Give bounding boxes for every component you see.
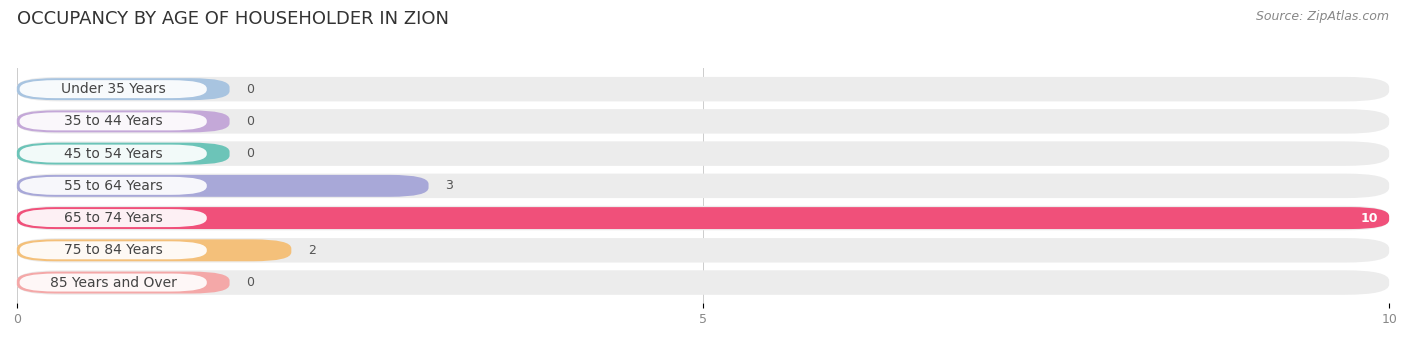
Text: 75 to 84 Years: 75 to 84 Years bbox=[63, 243, 163, 257]
FancyBboxPatch shape bbox=[17, 142, 1389, 166]
Text: 85 Years and Over: 85 Years and Over bbox=[49, 276, 177, 290]
Text: 0: 0 bbox=[246, 276, 254, 289]
FancyBboxPatch shape bbox=[17, 175, 429, 197]
FancyBboxPatch shape bbox=[20, 209, 207, 227]
FancyBboxPatch shape bbox=[17, 110, 229, 132]
FancyBboxPatch shape bbox=[20, 177, 207, 195]
Text: 3: 3 bbox=[446, 179, 453, 192]
Text: 55 to 64 Years: 55 to 64 Years bbox=[63, 179, 163, 193]
FancyBboxPatch shape bbox=[17, 239, 291, 261]
FancyBboxPatch shape bbox=[20, 145, 207, 163]
Text: Source: ZipAtlas.com: Source: ZipAtlas.com bbox=[1256, 10, 1389, 23]
FancyBboxPatch shape bbox=[17, 271, 229, 294]
FancyBboxPatch shape bbox=[17, 78, 229, 100]
Text: 45 to 54 Years: 45 to 54 Years bbox=[63, 147, 163, 161]
FancyBboxPatch shape bbox=[20, 80, 207, 98]
FancyBboxPatch shape bbox=[17, 77, 1389, 101]
FancyBboxPatch shape bbox=[17, 174, 1389, 198]
FancyBboxPatch shape bbox=[17, 143, 229, 165]
Text: 0: 0 bbox=[246, 147, 254, 160]
Text: 35 to 44 Years: 35 to 44 Years bbox=[63, 114, 163, 128]
FancyBboxPatch shape bbox=[20, 113, 207, 130]
FancyBboxPatch shape bbox=[17, 206, 1389, 230]
Text: 10: 10 bbox=[1361, 211, 1378, 225]
Text: 65 to 74 Years: 65 to 74 Years bbox=[63, 211, 163, 225]
Text: 0: 0 bbox=[246, 115, 254, 128]
FancyBboxPatch shape bbox=[17, 109, 1389, 134]
FancyBboxPatch shape bbox=[20, 241, 207, 259]
FancyBboxPatch shape bbox=[17, 238, 1389, 263]
Text: 2: 2 bbox=[308, 244, 316, 257]
Text: Under 35 Years: Under 35 Years bbox=[60, 82, 166, 96]
FancyBboxPatch shape bbox=[17, 270, 1389, 295]
FancyBboxPatch shape bbox=[20, 273, 207, 292]
Text: OCCUPANCY BY AGE OF HOUSEHOLDER IN ZION: OCCUPANCY BY AGE OF HOUSEHOLDER IN ZION bbox=[17, 10, 449, 28]
Text: 0: 0 bbox=[246, 83, 254, 95]
FancyBboxPatch shape bbox=[17, 207, 1389, 229]
